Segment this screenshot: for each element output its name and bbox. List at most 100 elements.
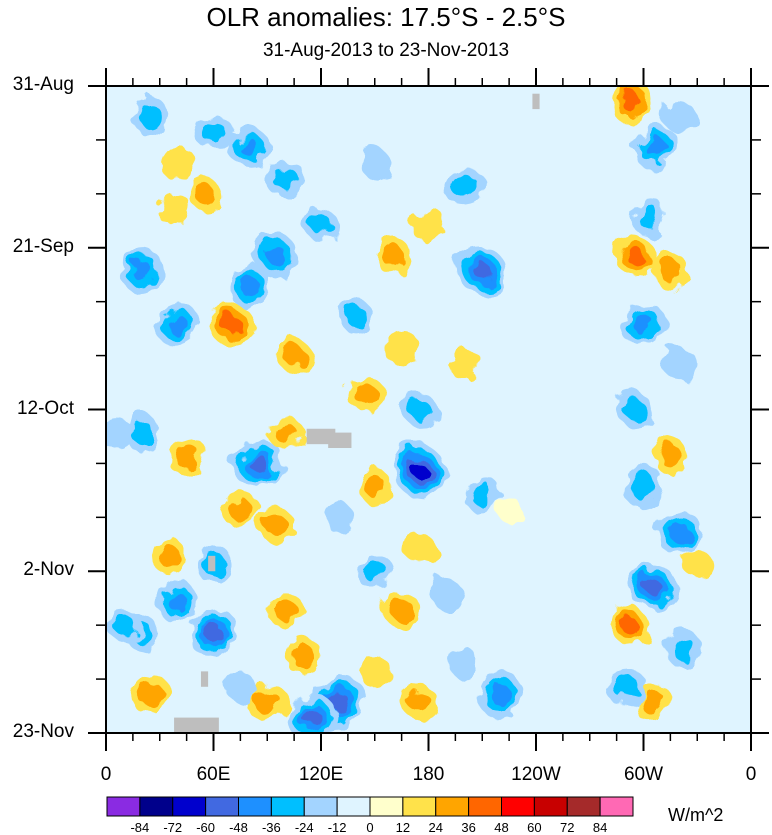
anomaly-contour <box>471 482 493 506</box>
anomaly-feature <box>701 226 729 254</box>
anomaly-contour <box>490 683 510 706</box>
anomaly-feature <box>559 610 585 640</box>
colorbar-tick-label: -72 <box>163 820 183 835</box>
colorbar-tick-label: -84 <box>130 820 150 835</box>
anomaly-feature <box>652 250 688 292</box>
anomaly-feature <box>229 263 269 309</box>
x-tick-label: 120W <box>511 764 561 785</box>
colorbar-box <box>336 796 371 817</box>
anomaly-contour <box>633 315 654 334</box>
anomaly-feature <box>359 145 391 181</box>
colorbar-box <box>238 796 272 817</box>
anomaly-feature <box>479 670 522 719</box>
anomaly-contour <box>353 383 378 405</box>
anomaly-feature <box>399 684 440 721</box>
anomaly-contour <box>272 167 298 190</box>
anomaly-feature <box>190 608 237 657</box>
missing-data-region <box>174 717 219 733</box>
anomaly-contour <box>672 635 694 661</box>
anomaly-contour <box>322 500 355 534</box>
colorbar-units: W/m^2 <box>668 805 724 825</box>
anomaly-contour <box>448 348 480 378</box>
y-tick-label: 12-Oct <box>16 397 74 419</box>
anomaly-feature <box>254 231 298 280</box>
colorbar-box <box>303 796 338 817</box>
anomaly-feature <box>121 247 162 295</box>
anomaly-feature <box>286 695 338 733</box>
anomaly-feature <box>665 627 701 669</box>
colorbar-tick-label: 0 <box>366 820 374 835</box>
anomaly-contour <box>359 145 391 181</box>
anomaly-feature <box>223 671 258 703</box>
anomaly-contour <box>449 646 480 681</box>
anomaly-contour <box>175 443 198 468</box>
anomaly-contour <box>240 276 258 297</box>
y-tick-label: 21-Sep <box>12 235 74 257</box>
anomaly-feature <box>412 208 445 241</box>
anomaly-contour <box>273 422 297 443</box>
anomaly-contour <box>112 615 136 636</box>
anomaly-feature <box>661 102 697 132</box>
colorbar-box <box>533 796 568 817</box>
anomaly-feature <box>624 465 663 508</box>
colorbar-box <box>501 796 535 817</box>
anomaly-feature <box>656 512 702 554</box>
anomaly-feature <box>612 234 657 277</box>
anomaly-contour <box>221 316 242 334</box>
anomaly-feature <box>266 416 305 449</box>
anomaly-contour <box>559 610 585 640</box>
colorbar-box <box>139 796 174 817</box>
anomaly-feature <box>221 493 259 527</box>
anomaly-feature <box>681 549 714 578</box>
anomaly-feature <box>358 467 391 506</box>
anomaly-feature <box>208 305 255 345</box>
anomaly-contour <box>389 598 415 622</box>
x-tick-label: 0 <box>100 764 112 785</box>
anomaly-contour <box>364 474 385 499</box>
y-tick-label: 31-Aug <box>12 74 74 95</box>
anomaly-feature <box>256 508 296 542</box>
anomaly-feature <box>621 304 666 346</box>
anomaly-feature <box>131 675 170 714</box>
anomaly-contour <box>701 226 729 254</box>
anomaly-feature <box>286 636 320 676</box>
missing-data-region <box>208 555 216 572</box>
anomaly-contour <box>158 543 179 568</box>
x-tick-label: 180 <box>412 764 445 785</box>
anomaly-contour <box>382 243 403 268</box>
anomaly-contour <box>641 690 664 714</box>
anomaly-contour <box>158 193 190 226</box>
anomaly-contour <box>402 533 437 564</box>
anomaly-contour <box>408 398 431 421</box>
anomaly-feature <box>156 304 200 346</box>
colorbar-box <box>369 796 404 817</box>
colorbar-box <box>599 796 634 817</box>
anomaly-field <box>106 86 729 733</box>
anomaly-feature <box>226 127 273 168</box>
anomaly-feature <box>381 591 423 629</box>
anomaly-contour <box>131 420 153 446</box>
anomaly-feature <box>376 236 409 275</box>
anomaly-feature <box>402 533 437 564</box>
anomaly-feature <box>345 377 386 411</box>
anomaly-contour <box>646 138 666 157</box>
anomaly-feature <box>430 576 463 612</box>
colorbar-tick-label: 36 <box>461 820 476 835</box>
anomaly-contour <box>169 592 187 613</box>
colorbar-tick-label: -24 <box>294 820 314 835</box>
anomaly-contour <box>273 599 297 620</box>
anomaly-feature <box>194 115 233 149</box>
anomaly-contour <box>132 260 151 282</box>
colorbar-tick-label: 12 <box>395 820 411 835</box>
chart-title: OLR anomalies: 17.5°S - 2.5°S <box>206 2 566 32</box>
anomaly-contour <box>346 305 367 329</box>
colorbar-box <box>468 796 502 817</box>
anomaly-feature <box>605 669 646 705</box>
anomaly-contour <box>228 499 252 520</box>
anomaly-contour <box>282 344 306 367</box>
anomaly-contour <box>411 463 428 480</box>
anomaly-feature <box>632 198 666 236</box>
colorbar-box <box>205 796 239 817</box>
x-tick-label: 120E <box>298 764 344 785</box>
